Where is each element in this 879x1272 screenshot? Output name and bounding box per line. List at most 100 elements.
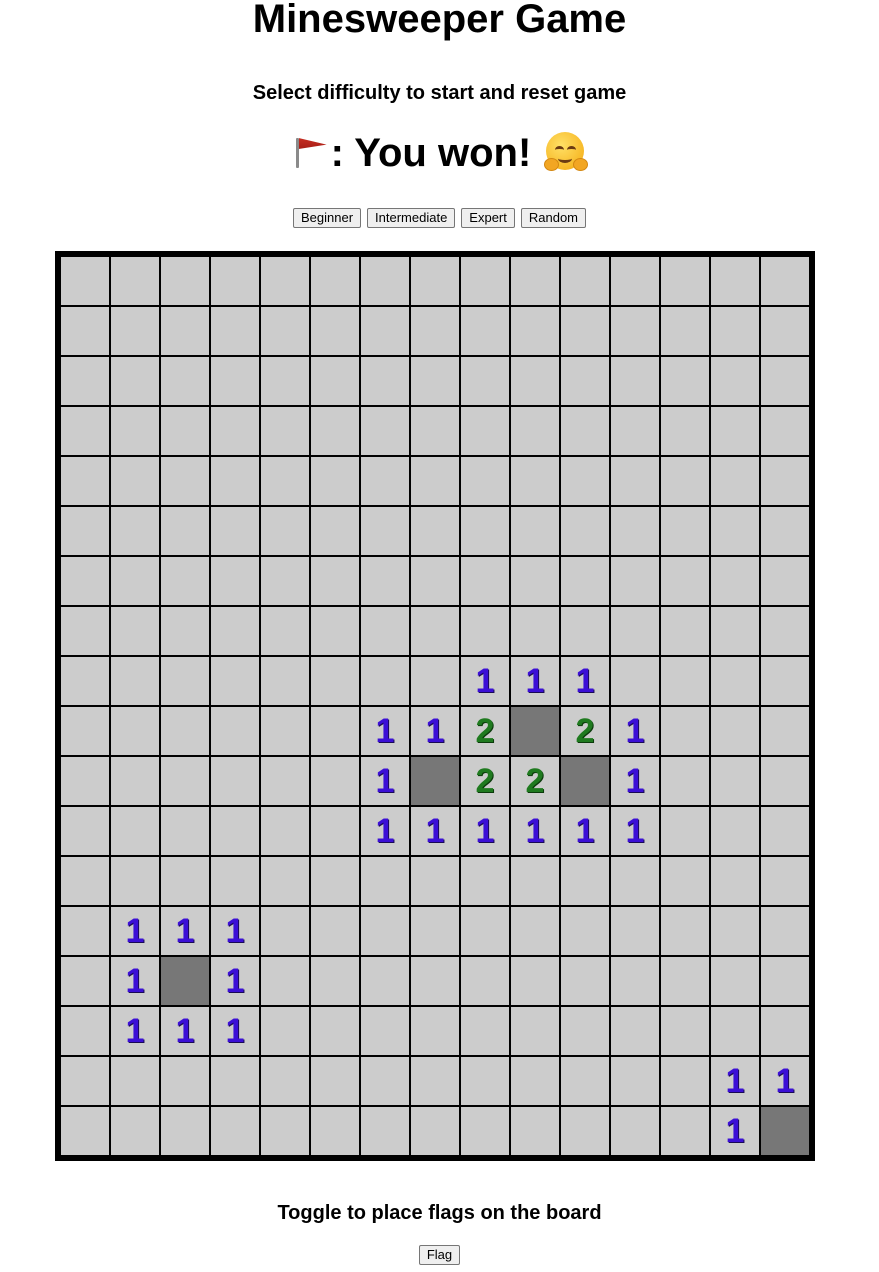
number-cell[interactable]: 2: [461, 757, 509, 805]
board-cell[interactable]: [461, 357, 509, 405]
board-cell[interactable]: [211, 357, 259, 405]
board-cell[interactable]: [561, 507, 609, 555]
board-cell[interactable]: [61, 907, 109, 955]
number-cell[interactable]: 1: [361, 757, 409, 805]
board-cell[interactable]: [661, 457, 709, 505]
board-cell[interactable]: [261, 557, 309, 605]
board-cell[interactable]: [211, 607, 259, 655]
board-cell[interactable]: [61, 257, 109, 305]
board-cell[interactable]: [411, 957, 459, 1005]
board-cell[interactable]: [261, 907, 309, 955]
board-cell[interactable]: [761, 407, 809, 455]
number-cell[interactable]: 2: [561, 707, 609, 755]
board-cell[interactable]: [311, 1057, 359, 1105]
board-cell[interactable]: [161, 857, 209, 905]
number-cell[interactable]: 1: [511, 657, 559, 705]
board-cell[interactable]: [611, 307, 659, 355]
board-cell[interactable]: [61, 957, 109, 1005]
board-cell[interactable]: [661, 607, 709, 655]
board-cell[interactable]: [261, 257, 309, 305]
board-cell[interactable]: [161, 657, 209, 705]
board-cell[interactable]: [661, 307, 709, 355]
board-cell[interactable]: [111, 307, 159, 355]
board-cell[interactable]: [511, 607, 559, 655]
board-cell[interactable]: [261, 1007, 309, 1055]
board-cell[interactable]: [311, 607, 359, 655]
board-cell[interactable]: [361, 1057, 409, 1105]
board-cell[interactable]: [511, 507, 559, 555]
number-cell[interactable]: 1: [611, 707, 659, 755]
board-cell[interactable]: [561, 607, 609, 655]
number-cell[interactable]: 1: [611, 807, 659, 855]
board-cell[interactable]: [711, 307, 759, 355]
board-cell[interactable]: [711, 457, 759, 505]
number-cell[interactable]: 1: [111, 1007, 159, 1055]
board-cell[interactable]: [461, 557, 509, 605]
board-cell[interactable]: [111, 1057, 159, 1105]
board-cell[interactable]: [211, 757, 259, 805]
board-cell[interactable]: [261, 1107, 309, 1155]
board-cell[interactable]: [761, 757, 809, 805]
board-cell[interactable]: [311, 407, 359, 455]
board-cell[interactable]: [111, 407, 159, 455]
board-cell[interactable]: [61, 657, 109, 705]
board-cell[interactable]: [61, 1107, 109, 1155]
board-cell[interactable]: [61, 457, 109, 505]
board-cell[interactable]: [61, 557, 109, 605]
board-cell[interactable]: [611, 1107, 659, 1155]
board-cell[interactable]: [261, 807, 309, 855]
board-cell[interactable]: [161, 307, 209, 355]
board-cell[interactable]: [711, 507, 759, 555]
board-cell[interactable]: [411, 857, 459, 905]
board-cell[interactable]: [61, 607, 109, 655]
board-cell[interactable]: [661, 407, 709, 455]
number-cell[interactable]: 1: [111, 907, 159, 955]
board-cell[interactable]: [561, 257, 609, 305]
number-cell[interactable]: 1: [761, 1057, 809, 1105]
number-cell[interactable]: 1: [411, 707, 459, 755]
board-cell[interactable]: [161, 757, 209, 805]
board-cell[interactable]: [261, 1057, 309, 1105]
board-cell[interactable]: [761, 457, 809, 505]
board-cell[interactable]: [111, 807, 159, 855]
flag-toggle-button[interactable]: Flag: [418, 1245, 461, 1265]
board-cell[interactable]: [211, 257, 259, 305]
board-cell[interactable]: [761, 557, 809, 605]
intermediate-button[interactable]: Intermediate: [367, 208, 456, 228]
board-cell[interactable]: [311, 857, 359, 905]
board-cell[interactable]: [311, 657, 359, 705]
number-cell[interactable]: 1: [561, 657, 609, 705]
board-cell[interactable]: [461, 507, 509, 555]
board-cell[interactable]: [311, 507, 359, 555]
board-cell[interactable]: [161, 357, 209, 405]
number-cell[interactable]: 1: [211, 907, 259, 955]
board-cell[interactable]: [411, 457, 459, 505]
board-cell[interactable]: [161, 607, 209, 655]
board-cell[interactable]: [661, 657, 709, 705]
board-cell[interactable]: [211, 857, 259, 905]
board-cell[interactable]: [561, 557, 609, 605]
board-cell[interactable]: [361, 957, 409, 1005]
board-cell[interactable]: [711, 557, 759, 605]
board-cell[interactable]: [261, 757, 309, 805]
board-cell[interactable]: [311, 707, 359, 755]
board-cell[interactable]: [311, 357, 359, 405]
board-cell[interactable]: [461, 907, 509, 955]
board-cell[interactable]: [661, 557, 709, 605]
board-cell[interactable]: [661, 707, 709, 755]
board-cell[interactable]: [661, 1007, 709, 1055]
board-cell[interactable]: [661, 857, 709, 905]
board-cell[interactable]: [111, 507, 159, 555]
board-cell[interactable]: [711, 657, 759, 705]
number-cell[interactable]: 1: [711, 1057, 759, 1105]
board-cell[interactable]: [711, 957, 759, 1005]
board-cell[interactable]: [211, 557, 259, 605]
board-cell[interactable]: [261, 407, 309, 455]
board-cell[interactable]: [361, 907, 409, 955]
board-cell[interactable]: [511, 1057, 559, 1105]
board-cell[interactable]: [711, 707, 759, 755]
board-cell[interactable]: [761, 307, 809, 355]
board-cell[interactable]: [411, 557, 459, 605]
board-cell[interactable]: [561, 1007, 609, 1055]
board-cell[interactable]: [411, 257, 459, 305]
